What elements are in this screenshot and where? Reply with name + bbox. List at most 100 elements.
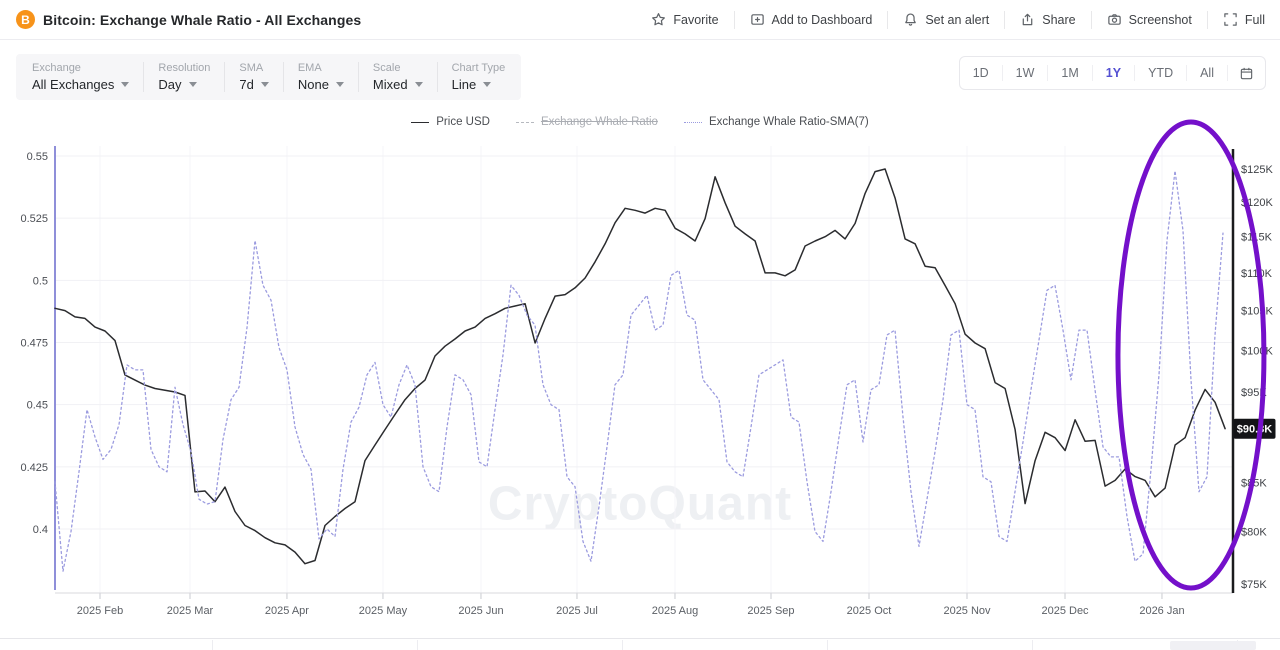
range-selector: 1D 1W 1M 1Y YTD All (958, 56, 1266, 90)
fullscreen-icon (1224, 13, 1237, 26)
legend-price-usd[interactable]: Price USD (411, 116, 490, 128)
set-alert-label: Set an alert (925, 12, 990, 27)
header: B Bitcoin: Exchange Whale Ratio - All Ex… (0, 0, 1280, 40)
x-axis-label: 2025 Jun (458, 605, 503, 617)
screenshot-label: Screenshot (1128, 12, 1192, 27)
legend-sma-label: Exchange Whale Ratio-SMA(7) (708, 116, 869, 128)
left-axis-label: 0.425 (20, 462, 48, 474)
settings-toolbar: Exchange All Exchanges Resolution Day SM… (16, 54, 522, 100)
x-axis-label: 2025 Sep (747, 605, 794, 617)
exchange-dropdown[interactable]: Exchange All Exchanges (18, 62, 145, 92)
ema-label: EMA (297, 62, 322, 74)
chart-type-dropdown[interactable]: Chart Type Line (438, 62, 520, 92)
resolution-dropdown[interactable]: Resolution Day (144, 62, 226, 92)
legend-whale-ratio-sma[interactable]: Exchange Whale Ratio-SMA(7) (683, 116, 869, 128)
screenshot-button[interactable]: Screenshot (1092, 0, 1207, 39)
chevron-down-icon (335, 82, 344, 87)
chevron-down-icon (260, 82, 269, 87)
divider (1134, 65, 1136, 81)
legend-whale-ratio-label: Exchange Whale Ratio (540, 116, 658, 128)
whale-ratio-sma-line (54, 170, 1224, 572)
scale-value: Mixed (372, 77, 408, 92)
share-button[interactable]: Share (1005, 0, 1090, 39)
table-right-cell (1170, 641, 1256, 650)
add-to-dashboard-label: Add to Dashboard (771, 12, 873, 27)
table-column-divider (417, 640, 418, 650)
right-axis-label: $80K (1241, 527, 1267, 539)
title-wrap: B Bitcoin: Exchange Whale Ratio - All Ex… (16, 10, 361, 29)
ema-dropdown[interactable]: EMA None (284, 62, 359, 92)
exchange-value: All Exchanges (32, 77, 115, 92)
range-1y[interactable]: 1Y (1105, 66, 1122, 80)
share-icon (1022, 13, 1033, 26)
calendar-button[interactable] (1228, 57, 1265, 89)
favorite-button[interactable]: Favorite (636, 0, 733, 39)
divider (1090, 10, 1092, 29)
chevron-down-icon (414, 82, 423, 87)
scale-dropdown[interactable]: Scale Mixed (359, 62, 438, 92)
range-1m[interactable]: 1M (1061, 66, 1079, 80)
left-axis-label: 0.45 (27, 400, 48, 412)
share-label: Share (1042, 12, 1076, 27)
range-1w[interactable]: 1W (1015, 66, 1035, 80)
legend-price-label: Price USD (436, 116, 490, 128)
right-axis-label: $75K (1241, 579, 1267, 591)
sma-dropdown[interactable]: SMA 7d (225, 62, 284, 92)
x-axis-label: 2025 Nov (943, 605, 991, 617)
bell-icon (905, 13, 917, 26)
right-axis-label: $105K (1241, 306, 1273, 318)
fullscreen-label: Full (1244, 12, 1265, 27)
range-1d[interactable]: 1D (972, 66, 989, 80)
highlight-ellipse-annotation (1115, 119, 1267, 591)
sma-label: SMA (239, 62, 264, 74)
right-axis-label: $100K (1241, 345, 1273, 357)
left-axis-label: 0.55 (27, 151, 48, 163)
resolution-label: Resolution (158, 62, 211, 74)
price-whale-ratio-plot[interactable]: 2025 Feb 2025 Mar 2025 Apr 2025 May 2025 Jun… (0, 0, 1280, 636)
divider (1227, 65, 1228, 81)
table-top-strip (0, 638, 1280, 650)
camera-icon (1107, 14, 1121, 25)
sma-value: 7d (239, 77, 254, 92)
page-title: Bitcoin: Exchange Whale Ratio - All Exch… (43, 11, 362, 28)
exchange-label: Exchange (32, 62, 81, 74)
last-price-badge-label: $90.8K (1237, 424, 1273, 436)
set-alert-button[interactable]: Set an alert (888, 0, 1004, 39)
divider (1091, 65, 1093, 81)
chevron-down-icon (483, 82, 492, 87)
cryptoquant-watermark: CryptoQuant (487, 477, 793, 531)
divider (1206, 10, 1208, 29)
fullscreen-button[interactable]: Full (1208, 0, 1280, 39)
x-axis-label: 2026 Jan (1139, 605, 1184, 617)
sma-line-swatch (683, 121, 702, 123)
chevron-down-icon (188, 82, 197, 87)
chart-controls-bar: Exchange All Exchanges Resolution Day SM… (0, 40, 1280, 106)
range-ytd[interactable]: YTD (1148, 66, 1174, 80)
left-axis-label: 0.525 (20, 213, 48, 225)
whale-ratio-swatch (515, 121, 534, 123)
table-column-divider (212, 640, 213, 650)
left-axis-label: 0.4 (33, 524, 48, 536)
left-axis-label: 0.475 (20, 338, 48, 350)
divider (1001, 65, 1003, 81)
range-all[interactable]: All (1200, 66, 1214, 80)
divider (1004, 10, 1006, 29)
ema-value: None (297, 77, 329, 92)
right-axis-label: $115K (1241, 232, 1273, 244)
divider (733, 10, 735, 29)
star-icon (652, 13, 666, 26)
price-usd-line (54, 168, 1226, 565)
scale-label: Scale (372, 62, 401, 74)
chart-area[interactable]: CryptoQuant Price USD Exchange Whale Rat… (0, 106, 1280, 650)
chart-type-value: Line (451, 77, 477, 92)
left-axis-label: 0.5 (33, 275, 48, 287)
right-axis-label: $125K (1241, 164, 1273, 176)
table-column-divider (622, 640, 623, 650)
header-actions: Favorite Add to Dashboard Set an alert S… (636, 0, 1280, 39)
x-axis-label: 2025 Apr (265, 605, 309, 617)
legend-exchange-whale-ratio[interactable]: Exchange Whale Ratio (515, 116, 658, 128)
add-to-dashboard-button[interactable]: Add to Dashboard (735, 0, 888, 39)
chart-type-label: Chart Type (451, 62, 506, 74)
divider (887, 10, 889, 29)
dashboard-add-icon (750, 14, 764, 25)
